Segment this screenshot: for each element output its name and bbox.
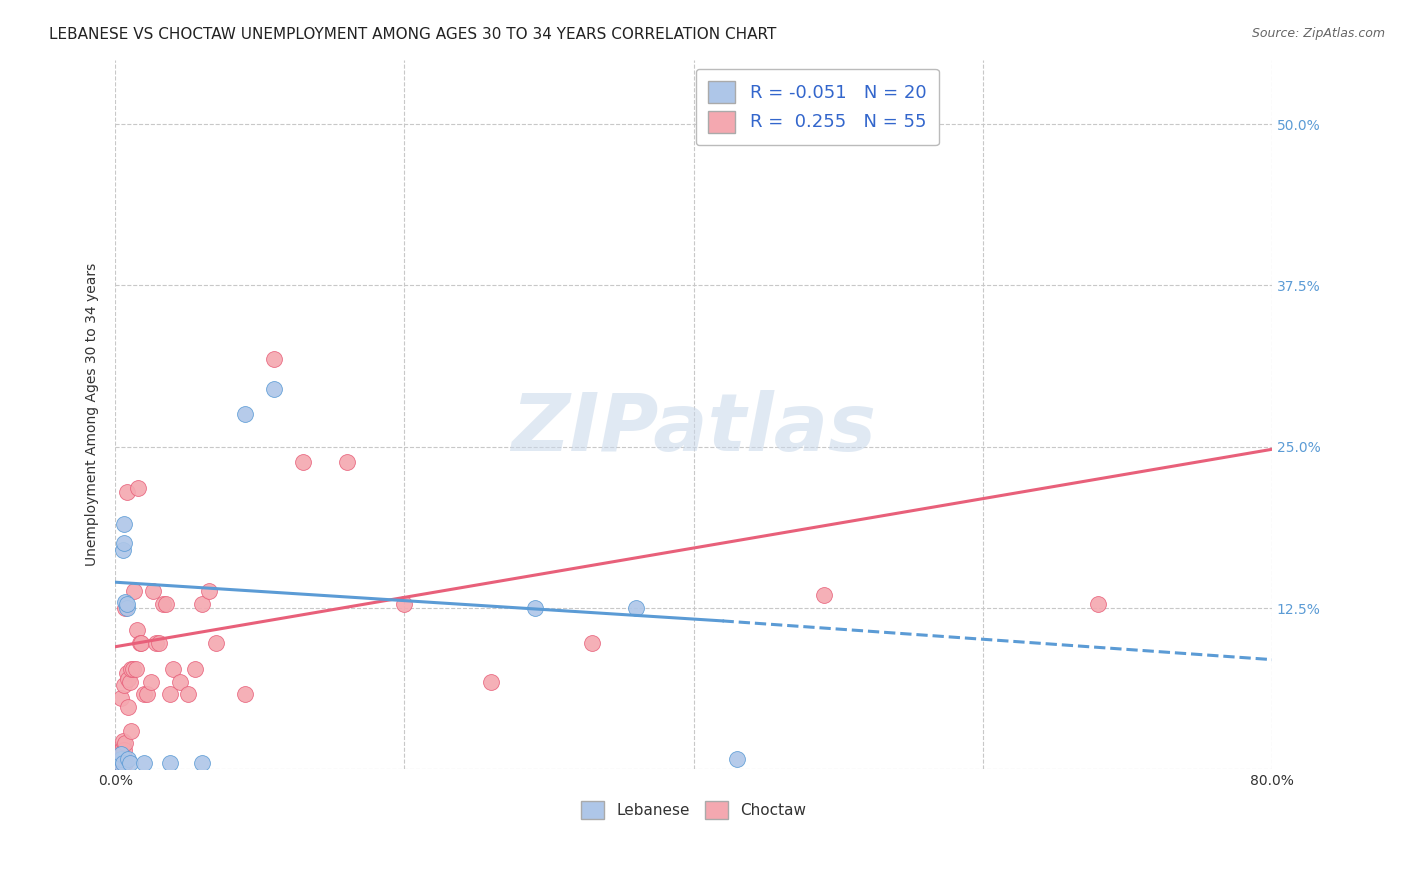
Point [725, 752, 748, 766]
Point [115, 601, 138, 615]
Point [111, 749, 134, 764]
Point [235, 408, 257, 422]
Point [111, 734, 134, 748]
Point [205, 636, 228, 650]
Point [112, 536, 135, 550]
Point [110, 691, 132, 706]
Point [118, 674, 141, 689]
Point [108, 756, 131, 770]
Point [184, 662, 207, 676]
Point [117, 700, 139, 714]
Point [263, 382, 285, 396]
Point [128, 636, 150, 650]
Point [624, 601, 647, 615]
Point [110, 752, 132, 766]
Point [176, 688, 198, 702]
Point [108, 752, 131, 766]
Point [111, 739, 134, 753]
Point [152, 597, 174, 611]
Point [336, 455, 359, 469]
Text: LEBANESE VS CHOCTAW UNEMPLOYMENT AMONG AGES 30 TO 34 YEARS CORRELATION CHART: LEBANESE VS CHOCTAW UNEMPLOYMENT AMONG A… [49, 27, 776, 42]
Point [191, 597, 214, 611]
Point [111, 756, 134, 770]
Point [145, 636, 167, 650]
Point [127, 481, 149, 495]
Text: Source: ZipAtlas.com: Source: ZipAtlas.com [1251, 27, 1385, 40]
Point [122, 584, 145, 599]
Point [124, 662, 146, 676]
Point [111, 756, 134, 770]
Point [479, 674, 502, 689]
Point [115, 665, 138, 680]
Point [120, 662, 142, 676]
Point [134, 756, 156, 770]
Point [112, 752, 135, 766]
Point [120, 723, 142, 738]
Point [112, 517, 135, 532]
Point [115, 597, 138, 611]
Point [581, 636, 603, 650]
Point [114, 737, 136, 751]
Point [110, 756, 132, 770]
Point [125, 623, 148, 637]
Legend: Lebanese, Choctaw: Lebanese, Choctaw [575, 795, 813, 825]
Point [114, 601, 136, 615]
Point [813, 588, 835, 602]
Point [111, 543, 134, 558]
Point [114, 756, 136, 770]
Point [292, 455, 315, 469]
Point [394, 597, 416, 611]
Point [110, 743, 132, 757]
Point [155, 597, 177, 611]
Point [523, 601, 546, 615]
Point [141, 674, 163, 689]
Point [1087, 597, 1109, 611]
Point [117, 672, 139, 686]
Point [112, 743, 135, 757]
Point [136, 688, 159, 702]
Point [107, 758, 129, 772]
Y-axis label: Unemployment Among Ages 30 to 34 years: Unemployment Among Ages 30 to 34 years [86, 263, 100, 566]
Point [263, 351, 285, 366]
Point [112, 678, 135, 692]
Point [118, 756, 141, 770]
Point [148, 636, 170, 650]
Point [198, 584, 221, 599]
Point [142, 584, 165, 599]
Text: ZIPatlas: ZIPatlas [512, 390, 876, 467]
Point [121, 662, 143, 676]
Point [129, 636, 152, 650]
Point [191, 756, 214, 770]
Point [235, 688, 257, 702]
Point [162, 662, 184, 676]
Point [169, 674, 191, 689]
Point [114, 594, 136, 608]
Point [117, 752, 139, 766]
Point [134, 688, 156, 702]
Point [110, 747, 132, 761]
Point [108, 756, 131, 770]
Point [159, 756, 181, 770]
Point [159, 688, 181, 702]
Point [115, 484, 138, 499]
